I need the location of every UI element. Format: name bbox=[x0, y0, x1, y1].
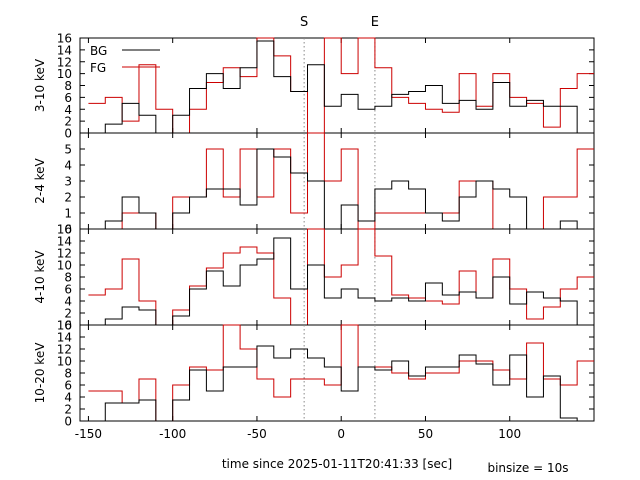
y-tick-label: 12 bbox=[57, 343, 72, 357]
y-tick-label: 2 bbox=[64, 191, 72, 205]
x-tick-label: -50 bbox=[247, 427, 267, 441]
plot-frame bbox=[79, 37, 595, 134]
x-tick-label: 0 bbox=[337, 427, 345, 441]
x-tick-label: -150 bbox=[75, 427, 102, 441]
y-tick-label: 10 bbox=[57, 259, 72, 273]
binsize-label: binsize = 10s bbox=[487, 461, 568, 475]
marker-label-e: E bbox=[371, 15, 379, 30]
y-tick-label: 3 bbox=[64, 175, 72, 189]
series-line-fg bbox=[88, 228, 594, 326]
y-tick-label: 4 bbox=[64, 391, 72, 405]
y-tick-label: 1 bbox=[64, 207, 72, 221]
x-tick-label: 50 bbox=[418, 427, 433, 441]
series-line-fg bbox=[88, 37, 594, 134]
y-tick-label: 14 bbox=[57, 331, 72, 345]
series-line-bg bbox=[88, 237, 594, 326]
series-line-bg bbox=[88, 345, 594, 422]
plot-frame bbox=[79, 324, 595, 422]
y-tick-label: 0 bbox=[64, 127, 72, 141]
y-tick-label: 14 bbox=[57, 235, 72, 249]
y-tick-label: 4 bbox=[64, 295, 72, 309]
y-tick-label: 10 bbox=[57, 355, 72, 369]
y-tick-label: 8 bbox=[64, 271, 72, 285]
legend-label-fg: FG bbox=[90, 61, 106, 75]
y-axis-label: 10-20 keV bbox=[33, 342, 47, 404]
x-axis-label: time since 2025-01-11T20:41:33 [sec] bbox=[222, 457, 452, 471]
y-tick-label: 16 bbox=[57, 319, 72, 333]
y-tick-label: 0 bbox=[64, 415, 72, 429]
y-tick-label: 2 bbox=[64, 115, 72, 129]
legend: BG FG bbox=[90, 44, 160, 75]
x-tick-label: -100 bbox=[159, 427, 186, 441]
marker-label-s: S bbox=[300, 15, 308, 30]
y-tick-label: 0 bbox=[64, 319, 72, 333]
y-tick-label: 6 bbox=[64, 283, 72, 297]
panel-2: 0 1 2 3 4 5 2-4 keV bbox=[33, 132, 595, 237]
y-tick-label: 10 bbox=[57, 67, 72, 81]
legend-label-bg: BG bbox=[90, 44, 107, 58]
y-tick-label: 16 bbox=[57, 223, 72, 237]
y-tick-label: 2 bbox=[64, 307, 72, 321]
y-axis-label: 3-10 keV bbox=[33, 58, 47, 112]
series-line-bg bbox=[88, 40, 594, 134]
y-tick-label: 8 bbox=[64, 79, 72, 93]
y-tick-label: 14 bbox=[57, 43, 72, 57]
y-axis-label: 4-10 keV bbox=[33, 250, 47, 304]
x-tick-label: 100 bbox=[498, 427, 521, 441]
y-tick-label: 12 bbox=[57, 247, 72, 261]
y-axis-label: 2-4 keV bbox=[33, 157, 47, 203]
y-tick-label: 6 bbox=[64, 91, 72, 105]
y-tick-label: 16 bbox=[57, 32, 72, 46]
y-tick-label: 2 bbox=[64, 403, 72, 417]
y-tick-label: 6 bbox=[64, 379, 72, 393]
y-tick-label: 12 bbox=[57, 55, 72, 69]
y-tick-label: 8 bbox=[64, 367, 72, 381]
y-tick-label: 4 bbox=[64, 159, 72, 173]
series-line-bg bbox=[88, 148, 594, 230]
y-tick-label: 5 bbox=[64, 143, 72, 157]
y-tick-label: 4 bbox=[64, 103, 72, 117]
y-tick-label: 0 bbox=[64, 223, 72, 237]
